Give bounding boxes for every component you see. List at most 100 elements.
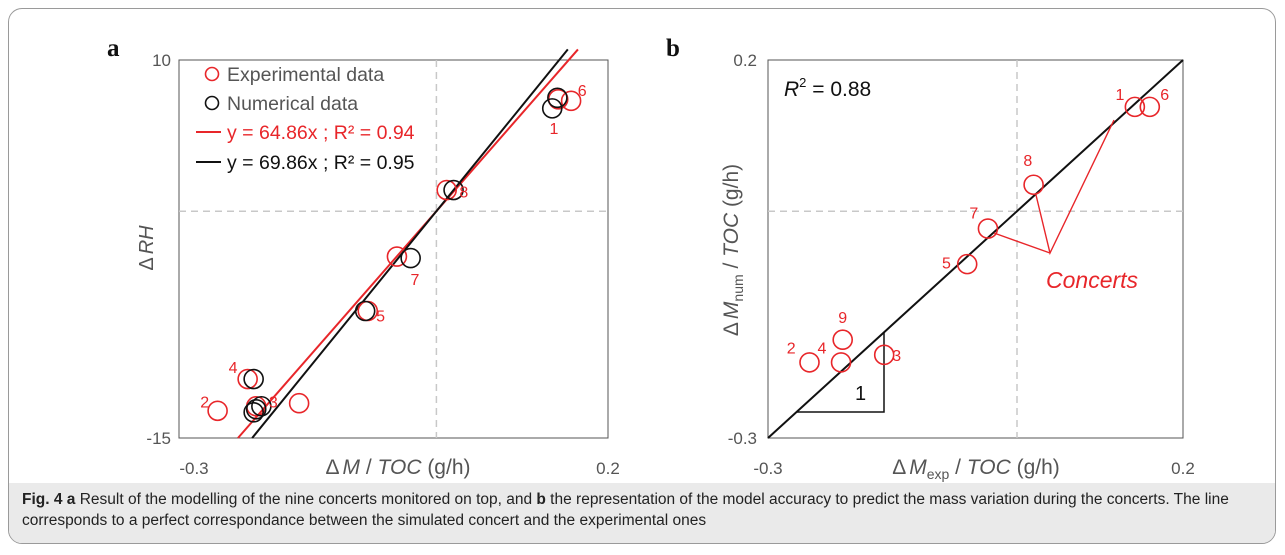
panel-b-point-label-3: 3: [892, 348, 901, 365]
concert-point-1: [1124, 96, 1146, 118]
caption-fig-label: Fig. 4: [22, 491, 63, 508]
legend-red-fit-label: y = 64.86x ; R² = 0.94: [227, 122, 415, 144]
numerical-point-1: [541, 98, 563, 119]
panel-b-r2-sup: 2: [799, 75, 806, 90]
figure-caption: Fig. 4 a Result of the modelling of the …: [22, 489, 1267, 531]
panel-b-y-tick-bottom: -0.3: [728, 429, 757, 448]
panel-b-slope-triangle: [797, 332, 885, 413]
numerical-point-2: [243, 401, 264, 423]
panel-b-xlabel-unit: (g/h): [1011, 456, 1060, 479]
panel-b-identity-line-group: [767, 59, 1184, 439]
concert-point-4: [830, 352, 852, 373]
panel-b-ylabel-mid: /: [720, 257, 743, 275]
concerts-callout-lines-lower: [993, 232, 1051, 254]
panel-b-point-label-8: 8: [1023, 153, 1032, 170]
panel-b-xlabel-prefix: Δ: [892, 456, 906, 479]
panel-a-xlabel-var: M: [343, 456, 361, 479]
panel-a-xlabel-prefix: Δ: [325, 456, 339, 479]
caption-text-a: Result of the modelling of the nine conc…: [75, 491, 537, 508]
concert-point-7: [977, 218, 999, 239]
panel-b-r2-prefix: R: [784, 78, 799, 101]
experimental-point-6: [560, 90, 582, 112]
legend-numerical-marker: [204, 95, 220, 111]
panel-b-r2-label: R2 = 0.88: [784, 75, 871, 101]
experimental-point-7: [386, 246, 408, 267]
panel-a-point-label-6: 6: [578, 83, 587, 100]
panel-a-fit-lines: [237, 48, 579, 439]
panel-a-point-label-7: 7: [410, 272, 419, 289]
panel-b-concerts-callout: Concerts: [993, 119, 1139, 293]
panel-b-x-tick-right: 0.2: [1171, 459, 1195, 478]
caption-part-a: a: [66, 491, 76, 508]
concert-point-5: [956, 253, 978, 275]
panel-a-point-label-5: 5: [376, 309, 385, 326]
caption-part-b: b: [536, 491, 546, 508]
numerical-point-9: [245, 398, 267, 420]
concert-point-9: [832, 329, 854, 351]
panel-a-numerical-fit-line: [251, 48, 569, 439]
panel-a-ylabel-var: RH: [136, 225, 158, 254]
panel-a-xlabel-mid: /: [360, 456, 378, 479]
panel-b-point-label-1: 1: [1115, 87, 1124, 104]
panel-b-point-label-7: 7: [969, 206, 978, 223]
panel-b-slope-triangle-label: 1: [855, 383, 866, 405]
panel-b-ylabel-sub: num: [730, 274, 746, 301]
numerical-point-4: [243, 368, 264, 390]
panel-b-origin-gridlines: [768, 60, 1183, 438]
legend-experimental-marker: [204, 66, 220, 82]
panel-a-y-tick-top: 10: [152, 51, 171, 70]
concert-point-8: [1023, 174, 1044, 196]
panel-b-xlabel-var: M: [909, 456, 927, 479]
panel-a-plot-area: [178, 59, 609, 439]
panel-a-point-label-8: 8: [459, 185, 468, 202]
panel-a-y-tick-bottom: -15: [146, 429, 171, 448]
panel-a-point-label-3: 3: [269, 395, 278, 412]
panel-b-point-label-5: 5: [942, 256, 951, 273]
caption-band: [9, 483, 1275, 543]
concert-point-3: [873, 344, 895, 366]
numerical-point-3: [251, 395, 272, 417]
legend-numerical-label: Numerical data: [227, 93, 358, 115]
panel-b-letter: b: [666, 35, 680, 62]
panel-a-point-label-1: 1: [549, 121, 558, 138]
panel-a-point-labels: 1 6 8 7 5 4 2 3: [200, 83, 587, 411]
numerical-point-6: [547, 87, 568, 109]
panel-b-x-tick-left: -0.3: [753, 459, 782, 478]
concerts-annotation: Concerts: [1046, 267, 1139, 293]
panel-b-point-label-6: 6: [1160, 87, 1169, 104]
concerts-callout-lines-upper: [1035, 119, 1115, 256]
legend-black-fit-label: y = 69.86x ; R² = 0.95: [227, 152, 415, 174]
legend-experimental-label: Experimental data: [227, 64, 384, 86]
panel-a-point-label-4: 4: [229, 360, 238, 377]
panel-a-experimental-fit-line: [237, 48, 579, 439]
figure-frame: [8, 8, 1276, 544]
panel-a-xlabel-unit: (g/h): [421, 456, 470, 479]
panel-b-point-label-4: 4: [817, 340, 826, 357]
panel-b-point-labels: 1 6 8 7 5 94 2 3: [787, 87, 1170, 365]
experimental-point-3: [288, 392, 310, 414]
panel-a-point-label-2: 2: [200, 395, 209, 412]
panel-b-y-axis-label: ΔMnum / TOC (g/h): [720, 164, 746, 336]
numerical-point-7: [400, 247, 421, 269]
experimental-point-4: [237, 368, 258, 390]
panel-b-ylabel-unit: (g/h): [720, 164, 743, 213]
panel-b-y-tick-top: 0.2: [733, 51, 757, 70]
panel-a-letter: a: [107, 35, 120, 62]
experimental-point-2: [207, 400, 228, 422]
panel-b-xlabel-var2: TOC: [967, 456, 1012, 479]
panel-a-x-tick-left: -0.3: [179, 459, 208, 478]
panel-a-x-tick-right: 0.2: [596, 459, 620, 478]
concert-point-2: [799, 352, 820, 373]
panel-b-points: [799, 96, 1161, 373]
panel-b-point-label-9: 9: [838, 310, 847, 327]
panel-a-ylabel-prefix: Δ: [136, 257, 158, 270]
panel-b-ylabel-var2: TOC: [720, 212, 743, 257]
panel-b-ylabel-var: M: [720, 301, 743, 319]
panel-b-plot-area: [767, 59, 1184, 439]
panel-b-x-axis-label: Δ Mexp / TOC (g/h): [892, 456, 1060, 482]
panel-b-ylabel-prefix: Δ: [720, 322, 743, 336]
panel-a-xlabel-var2: TOC: [378, 456, 423, 479]
